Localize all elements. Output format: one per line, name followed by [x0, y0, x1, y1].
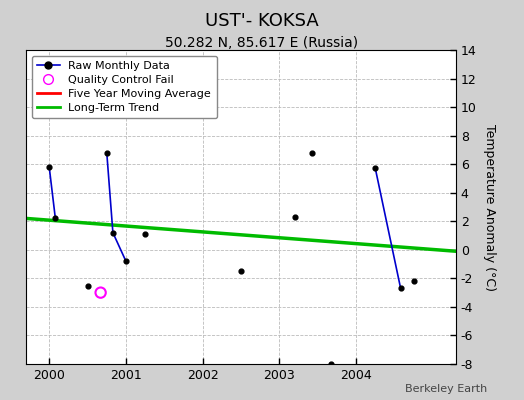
- Point: [83, 282, 92, 289]
- Point: [237, 268, 245, 274]
- Point: [308, 150, 316, 156]
- Point: [108, 230, 117, 236]
- Text: UST'- KOKSA: UST'- KOKSA: [205, 12, 319, 30]
- Point: [141, 231, 149, 237]
- Y-axis label: Temperature Anomaly (°C): Temperature Anomaly (°C): [483, 124, 496, 290]
- Point: [397, 285, 405, 292]
- Point: [96, 111, 105, 118]
- Point: [122, 258, 130, 264]
- Point: [290, 214, 299, 220]
- Text: Berkeley Earth: Berkeley Earth: [405, 384, 487, 394]
- Point: [45, 164, 53, 170]
- Legend: Raw Monthly Data, Quality Control Fail, Five Year Moving Average, Long-Term Tren: Raw Monthly Data, Quality Control Fail, …: [32, 56, 217, 118]
- Point: [103, 150, 111, 156]
- Point: [326, 361, 335, 367]
- Point: [409, 278, 418, 284]
- Point: [96, 290, 105, 296]
- Point: [371, 165, 379, 172]
- Point: [51, 215, 60, 222]
- Text: 50.282 N, 85.617 E (Russia): 50.282 N, 85.617 E (Russia): [166, 36, 358, 50]
